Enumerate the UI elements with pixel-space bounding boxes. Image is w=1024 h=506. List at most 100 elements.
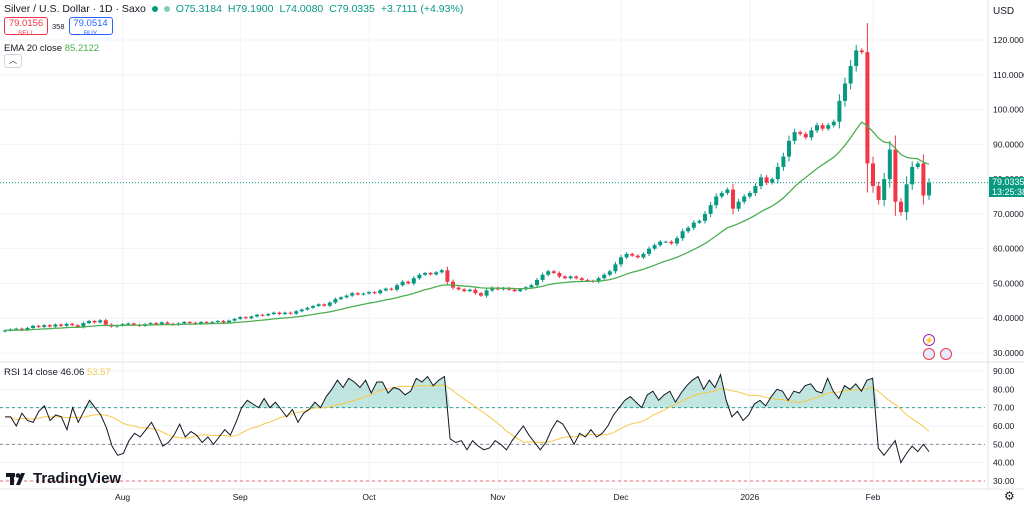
ohlc-high: H79.1900 <box>227 3 274 15</box>
tradingview-logo[interactable]: TradingView <box>6 470 121 487</box>
candle-body <box>691 222 696 228</box>
candle-body <box>59 324 63 326</box>
candle-body <box>417 274 422 279</box>
data-status-icon <box>163 6 170 12</box>
candle-body <box>742 196 747 202</box>
candle-body <box>277 312 282 315</box>
candle-body <box>826 125 831 129</box>
candle-body <box>462 289 467 292</box>
candle-body <box>607 271 612 275</box>
candle-body <box>725 189 730 194</box>
candle-body <box>854 50 859 67</box>
price-tick-label: 70.0000 <box>993 209 1024 219</box>
candle-body <box>232 318 237 321</box>
candle-body <box>92 321 97 323</box>
time-tick-label: 2026 <box>740 492 759 502</box>
candle-body <box>266 314 271 316</box>
candle-body <box>311 306 315 308</box>
candle-body <box>333 299 338 303</box>
time-tick-label: Nov <box>490 492 506 502</box>
candle-body <box>98 320 103 323</box>
candle-body <box>64 323 69 326</box>
us-flag-event-icon[interactable] <box>940 348 952 360</box>
spread-value: 358 <box>52 21 65 31</box>
candle-body <box>350 293 355 296</box>
candle-body <box>260 314 265 316</box>
candle-body <box>395 285 399 290</box>
candle-body <box>753 186 758 194</box>
buy-label: BUY <box>83 30 98 37</box>
candle-body <box>518 289 523 292</box>
price-tick-label: 50.0000 <box>993 278 1024 288</box>
ema-legend[interactable]: EMA 20 close 85.2122 <box>4 43 99 54</box>
candle-body <box>355 293 360 295</box>
candle-body <box>389 288 394 290</box>
price-tick-label: 120.0000 <box>993 35 1024 45</box>
candle-body <box>787 140 791 157</box>
candle-body <box>484 290 489 296</box>
candle-body <box>361 293 366 295</box>
candle-body <box>221 321 226 323</box>
us-flag-event-icon[interactable] <box>923 348 935 360</box>
rsi-ma-line <box>5 384 930 444</box>
trade-panel: 79.0156 SELL 358 79.0514 BUY <box>4 17 113 37</box>
ohlc-open: O75.3184 <box>175 3 222 15</box>
candle-body <box>25 327 30 331</box>
collapse-legend-icon[interactable]: ︿ <box>4 54 22 68</box>
ohlc-low: L74.0080 <box>279 3 324 15</box>
candle-body <box>893 149 898 202</box>
candle-body <box>669 241 674 244</box>
candle-body <box>714 196 719 206</box>
time-tick-label: Dec <box>613 492 629 502</box>
candle-body <box>428 273 433 275</box>
candle-body <box>327 302 332 306</box>
candle-body <box>434 272 439 275</box>
candle-body <box>579 278 584 280</box>
currency-label[interactable]: USD <box>993 6 1015 17</box>
symbol-title[interactable]: Silver / U.S. Dollar · 1D · Saxo <box>4 3 146 15</box>
sell-button[interactable]: 79.0156 SELL <box>4 17 48 37</box>
candle-body <box>249 316 254 319</box>
gear-icon[interactable]: ⚙ <box>1004 489 1015 503</box>
candle-body <box>641 253 646 258</box>
rsi-tick-label: 50.00 <box>993 439 1015 449</box>
ohlc-close: C79.0335 <box>329 3 375 15</box>
candle-body <box>736 201 741 209</box>
candle-body <box>81 323 86 327</box>
candle-body <box>619 257 623 265</box>
candle-body <box>658 241 663 246</box>
candle-body <box>680 231 685 239</box>
candle-body <box>535 279 539 286</box>
candle-body <box>383 288 388 291</box>
candle-body <box>19 328 24 331</box>
candle-body <box>663 241 668 243</box>
candle-body <box>697 220 702 223</box>
candle-body <box>31 325 35 328</box>
candle-body <box>187 322 192 324</box>
candle-body <box>75 325 80 327</box>
lightning-event-icon[interactable]: ⚡ <box>923 334 935 346</box>
candle-body <box>294 311 299 314</box>
price-tick-label: 30.0000 <box>993 348 1024 358</box>
candle-body <box>305 307 310 310</box>
candle-body <box>876 186 881 200</box>
candle-body <box>456 287 461 290</box>
candle-body <box>53 324 58 327</box>
candle-body <box>199 322 203 324</box>
candle-body <box>479 293 483 296</box>
candle-body <box>70 323 75 326</box>
candle-body <box>910 166 915 185</box>
rsi-legend[interactable]: RSI 14 close 46.06 53.57 <box>4 367 111 378</box>
candle-body <box>14 328 19 330</box>
candle-body <box>871 163 875 187</box>
market-status-icon <box>151 6 158 12</box>
buy-button[interactable]: 79.0514 BUY <box>68 17 113 37</box>
candle-body <box>445 270 450 282</box>
candle-body <box>400 281 405 286</box>
candle-body <box>647 248 651 254</box>
candle-body <box>154 323 159 325</box>
price-tick-label: 40.0000 <box>993 313 1024 323</box>
rsi-tick-label: 90.00 <box>993 366 1015 376</box>
candle-body <box>339 297 343 300</box>
